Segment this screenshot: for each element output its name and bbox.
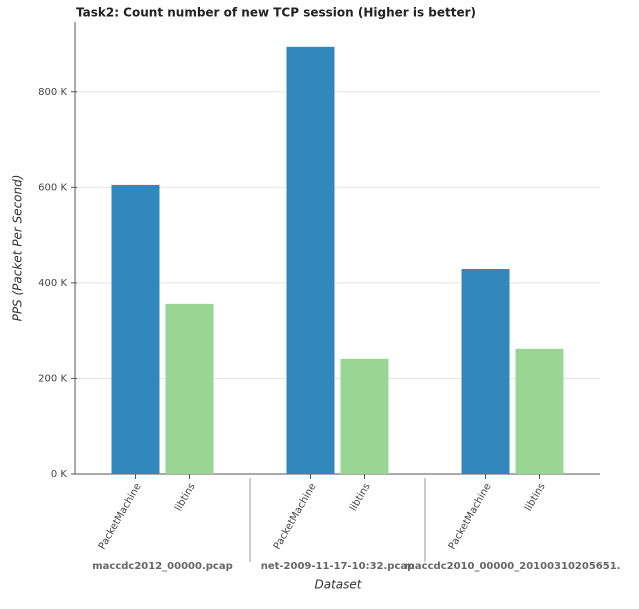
bar (165, 303, 214, 474)
x-axis-label: Dataset (315, 578, 363, 592)
y-tick-label: 400 K (38, 278, 67, 289)
group-label: maccdc2010_00000_20100310205651. (405, 561, 621, 572)
y-tick-label: 800 K (38, 87, 67, 98)
y-tick-label: 0 K (51, 469, 68, 480)
bar (111, 184, 160, 474)
bar (461, 269, 510, 474)
x-tick-label: libtins (523, 482, 548, 514)
x-tick-label: libtins (173, 482, 198, 514)
x-tick-label: PacketMachine (272, 482, 319, 552)
chart-title: Task2: Count number of new TCP session (… (76, 6, 476, 20)
bar (340, 358, 389, 474)
y-axis-label: PPS (Packet Per Second) (11, 175, 25, 322)
x-tick-label: libtins (348, 482, 373, 514)
bar (515, 348, 564, 474)
y-tick-label: 200 K (38, 373, 67, 384)
y-tick-label: 600 K (38, 182, 67, 193)
group-label: net-2009-11-17-10:32.pcap (261, 561, 415, 572)
group-label: maccdc2012_00000.pcap (92, 561, 233, 572)
bar (286, 46, 335, 474)
x-tick-label: PacketMachine (97, 482, 144, 552)
x-tick-label: PacketMachine (447, 482, 494, 552)
